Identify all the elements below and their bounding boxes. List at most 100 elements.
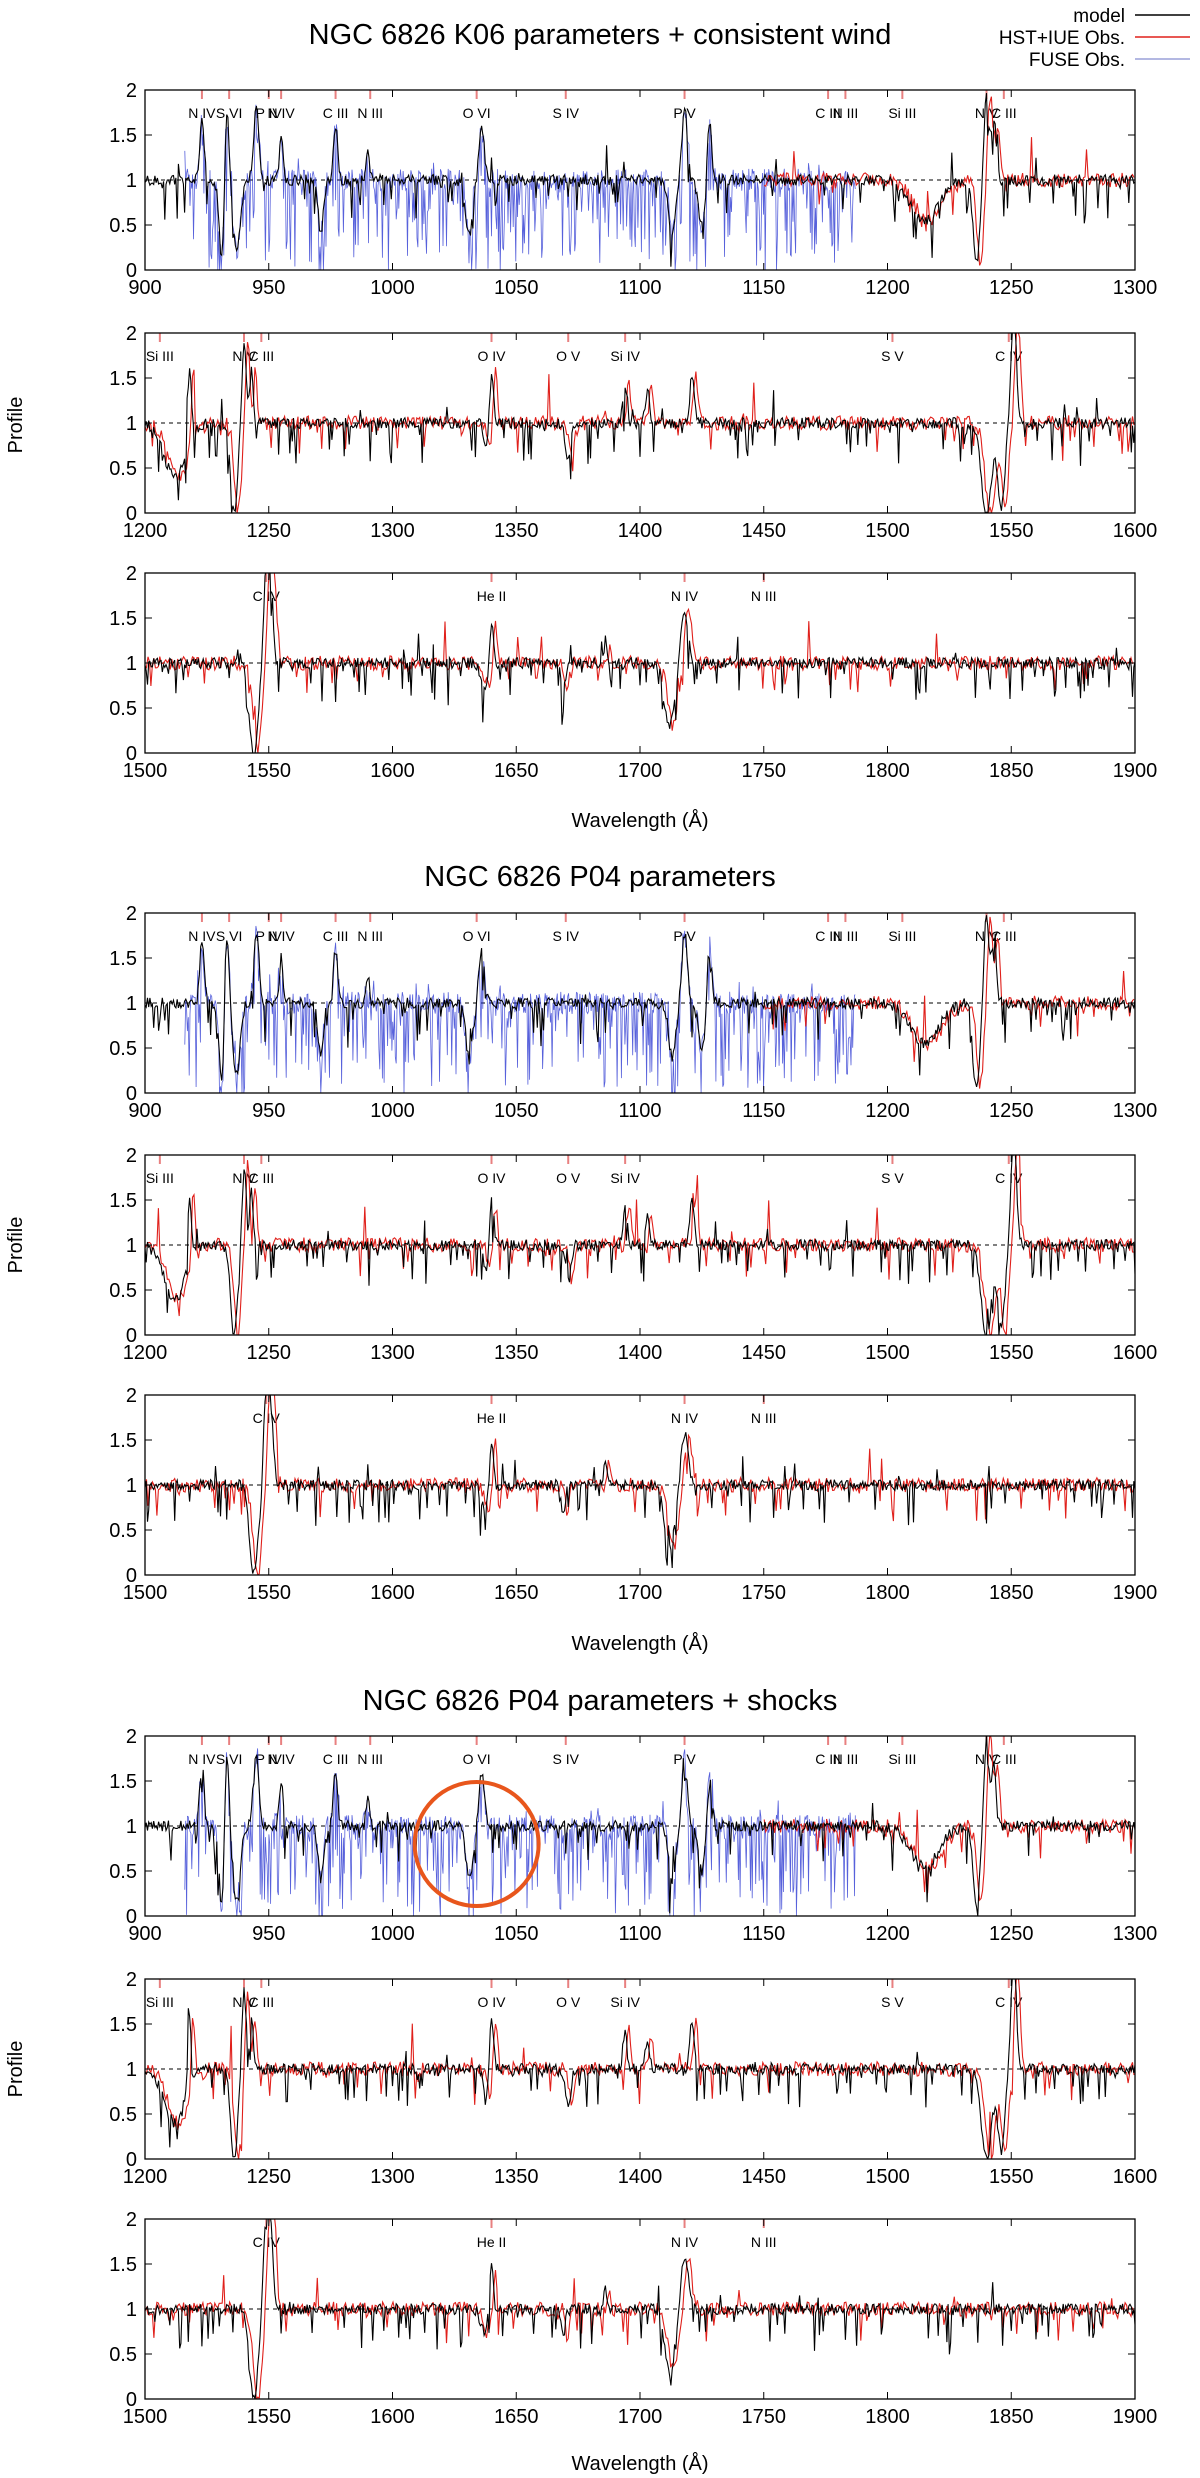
- x-tick-label: 1300: [370, 2166, 415, 2188]
- x-tick-label: 1000: [370, 1923, 415, 1945]
- y-tick-label: 1: [126, 170, 137, 192]
- x-tick-label: 950: [252, 1923, 285, 1945]
- ion-label: N IV: [268, 1751, 296, 1767]
- legend-label-hst: HST+IUE Obs.: [999, 28, 1125, 49]
- x-tick-label: 1800: [865, 1582, 910, 1604]
- x-tick-label: 1050: [494, 1100, 539, 1122]
- y-tick-label: 1.5: [109, 608, 137, 630]
- series-fuse-obs: [184, 925, 856, 1093]
- ion-label: Si III: [888, 928, 916, 944]
- ion-label: Si III: [146, 1170, 174, 1186]
- series-model: [145, 1736, 1135, 1916]
- x-tick-label: 1600: [370, 2406, 415, 2428]
- y-tick-label: 0: [126, 743, 137, 765]
- y-tick-label: 2: [126, 2209, 137, 2231]
- ion-label: N III: [833, 105, 859, 121]
- ion-label: C III: [991, 1751, 1017, 1767]
- ion-label: C IV: [253, 2234, 281, 2250]
- x-tick-label: 1550: [247, 760, 292, 782]
- ion-label: O IV: [477, 1170, 506, 1186]
- series-hst-iue-obs: [145, 1155, 1135, 1335]
- ion-label: S IV: [553, 1751, 580, 1767]
- panel-1-2: Si III N VC III O IV O V Si IV S V C IV 1200 125…: [109, 323, 1157, 542]
- ion-label: S V: [881, 1170, 904, 1186]
- ion-label: S V: [881, 1994, 904, 2010]
- series-hst-iue-obs: [763, 1736, 1135, 1902]
- x-tick-label: 1550: [247, 2406, 292, 2428]
- x-axis-label: Wavelength (Å): [571, 809, 708, 832]
- x-tick-label: 1350: [494, 520, 539, 542]
- ion-label: N III: [357, 928, 383, 944]
- y-tick-label: 0.5: [109, 698, 137, 720]
- x-tick-label: 1450: [742, 520, 787, 542]
- x-tick-label: 1650: [494, 2406, 539, 2428]
- x-tick-label: 1000: [370, 277, 415, 299]
- x-tick-label: 1750: [742, 760, 787, 782]
- ion-label: S VI: [216, 928, 242, 944]
- ion-label: C III: [248, 348, 274, 364]
- x-tick-label: 1250: [247, 2166, 292, 2188]
- series-group: [145, 1395, 1135, 1575]
- panel-3-3: C IV He II N IV N III 1500 1550 1600 1650 1700 17…: [109, 2209, 1157, 2428]
- ion-label: O V: [556, 1994, 581, 2010]
- x-tick-label: 1250: [989, 1923, 1034, 1945]
- y-tick-label: 0.5: [109, 1520, 137, 1542]
- ion-label: C III: [323, 1751, 349, 1767]
- ion-label: S IV: [553, 105, 580, 121]
- series-model: [145, 1155, 1135, 1335]
- ion-label: O V: [556, 348, 581, 364]
- ion-label: S VI: [216, 105, 242, 121]
- y-tick-label: 1: [126, 653, 137, 675]
- y-tick-label: 0: [126, 1325, 137, 1347]
- y-tick-label: 0.5: [109, 2344, 137, 2366]
- chart-block-1: NGC 6826 K06 parameters + consistent win…: [5, 19, 1157, 832]
- y-tick-label: 1: [126, 1475, 137, 1497]
- y-tick-label: 0.5: [109, 215, 137, 237]
- y-tick-label: 1.5: [109, 948, 137, 970]
- x-tick-label: 1900: [1113, 2406, 1158, 2428]
- ion-label: N IV: [268, 928, 296, 944]
- ion-label: N IV: [671, 1410, 699, 1426]
- ion-label: N IV: [671, 2234, 699, 2250]
- series-hst-iue-obs: [145, 573, 1135, 753]
- x-tick-label: 1600: [1113, 520, 1158, 542]
- y-tick-label: 2: [126, 1145, 137, 1167]
- panel-2-2: Si III N VC III O IV O V Si IV S V C IV 1200 125…: [109, 1145, 1157, 1364]
- y-tick-label: 1: [126, 1816, 137, 1838]
- ion-label: N IV: [188, 1751, 216, 1767]
- y-tick-label: 2: [126, 1726, 137, 1748]
- x-tick-label: 900: [128, 277, 161, 299]
- series-model: [145, 573, 1135, 753]
- x-tick-label: 1300: [1113, 1923, 1158, 1945]
- x-tick-label: 1850: [989, 760, 1034, 782]
- x-tick-label: 900: [128, 1100, 161, 1122]
- ion-label: He II: [477, 588, 507, 604]
- x-tick-label: 1500: [865, 1342, 910, 1364]
- ion-label: He II: [477, 1410, 507, 1426]
- series-group: [145, 573, 1135, 753]
- series-hst-iue-obs: [145, 333, 1135, 513]
- ion-label: S V: [881, 348, 904, 364]
- x-tick-label: 1100: [618, 277, 661, 299]
- legend-label-fuse: FUSE Obs.: [1029, 50, 1125, 71]
- series-model: [145, 1979, 1135, 2159]
- ion-label: C III: [815, 105, 841, 121]
- ion-label: C IV: [253, 588, 281, 604]
- x-tick-label: 1400: [618, 520, 663, 542]
- y-tick-label: 2: [126, 903, 137, 925]
- ion-label: C III: [248, 1170, 274, 1186]
- series-group: [145, 2219, 1135, 2399]
- x-tick-label: 1650: [494, 760, 539, 782]
- ion-label: Si IV: [610, 348, 640, 364]
- ion-label: N IV: [268, 105, 296, 121]
- x-tick-label: 1500: [865, 520, 910, 542]
- x-tick-label: 1250: [247, 1342, 292, 1364]
- ion-label: N III: [833, 928, 859, 944]
- ion-label: S IV: [553, 928, 580, 944]
- x-tick-label: 1350: [494, 2166, 539, 2188]
- y-tick-label: 2: [126, 80, 137, 102]
- x-tick-label: 1450: [742, 1342, 787, 1364]
- x-tick-label: 1500: [123, 1582, 168, 1604]
